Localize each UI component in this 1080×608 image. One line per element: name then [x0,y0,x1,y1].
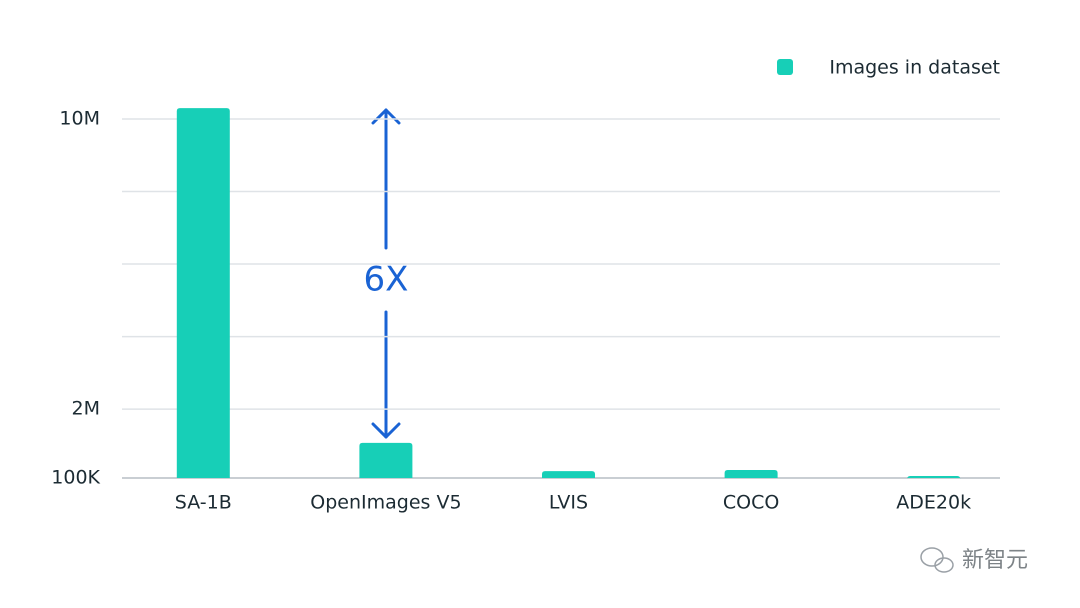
arrow-down-head [371,422,401,439]
legend-label: Images in dataset [829,57,1000,79]
watermark-icon [920,547,954,573]
x-tick-label: SA-1B [175,492,232,514]
bar [359,442,413,478]
x-tick-label: ADE20k [896,492,971,514]
x-tick-label: LVIS [549,492,588,514]
y-tick-label: 2M [72,398,100,420]
y-tick-label: 10M [59,108,100,130]
watermark-bubble [934,557,954,573]
y-tick-label: 100K [51,467,100,489]
watermark: 新智元 [962,548,1028,573]
annotation-text: 6X [364,260,409,300]
x-tick-label: OpenImages V5 [310,492,461,514]
x-tick-label: COCO [723,492,779,514]
bar [542,471,595,478]
bar [724,470,778,478]
bar [176,108,230,478]
bar [907,476,961,480]
watermark-bubble [920,547,944,567]
legend-swatch [777,59,793,75]
